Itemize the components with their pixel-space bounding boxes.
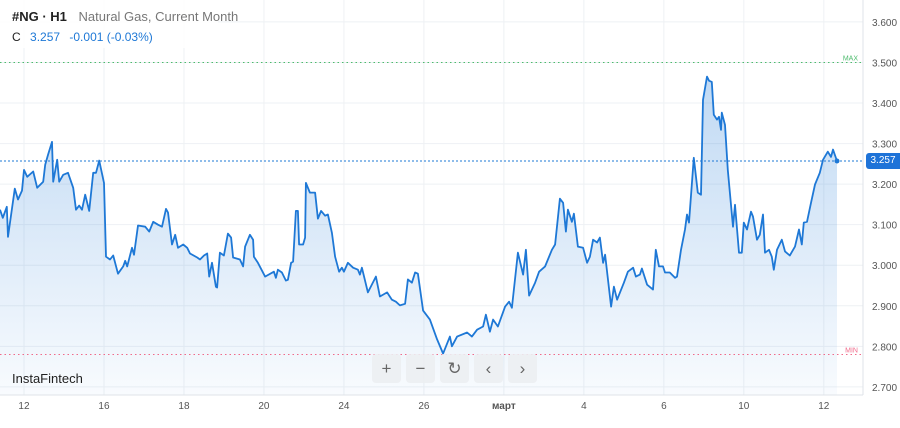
symbol-label: #NG · H1 <box>12 9 67 24</box>
price-line <box>0 75 838 355</box>
time-axis[interactable]: 12 16 18 20 24 26 март 4 6 10 12 <box>18 401 829 412</box>
price-tick-label: 3.500 <box>872 58 897 69</box>
price-area <box>0 76 838 395</box>
price-tick-label: 2.700 <box>872 383 897 394</box>
price-tick-label: 2.900 <box>872 302 897 313</box>
time-tick-label: 4 <box>581 401 587 412</box>
price-tick-label: 3.600 <box>872 18 897 29</box>
price-tick-label: 2.800 <box>872 342 897 353</box>
price-tick-label: 3.400 <box>872 99 897 110</box>
zoom-in-button[interactable]: + <box>372 354 401 383</box>
time-tick-label: 16 <box>98 401 110 412</box>
chart-header: #NG · H1 Natural Gas, Current Month C 3.… <box>0 0 238 48</box>
min-label: MIN <box>845 347 858 354</box>
plus-icon: + <box>381 358 392 378</box>
time-tick-label: 24 <box>338 401 350 412</box>
close-label: C <box>12 30 21 44</box>
time-tick-label: 12 <box>818 401 830 412</box>
scroll-right-button[interactable]: › <box>508 354 537 383</box>
max-label: MAX <box>843 55 859 62</box>
time-tick-label: 10 <box>738 401 750 412</box>
time-tick-label: 18 <box>178 401 190 412</box>
chevron-left-icon: ‹ <box>485 358 492 378</box>
price-tick-label: 3.100 <box>872 221 897 232</box>
last-price-dot <box>834 158 840 164</box>
minus-icon: − <box>415 358 426 378</box>
reset-button[interactable]: ↻ <box>440 354 469 383</box>
reset-icon: ↻ <box>447 358 462 378</box>
change-value: -0.001 (-0.03%) <box>69 30 153 44</box>
time-tick-label: 20 <box>258 401 270 412</box>
brand-logo: InstaFintech <box>12 371 83 386</box>
chart-controls: + − ↻ ‹ › <box>372 354 537 383</box>
last-price-badge: 3.257 <box>866 153 900 169</box>
price-axis[interactable]: 2.700 2.800 2.900 3.000 3.100 3.200 3.300 3.400… <box>872 18 897 394</box>
time-tick-label: 12 <box>18 401 30 412</box>
price-tick-label: 3.300 <box>872 140 897 151</box>
time-tick-label: 6 <box>661 401 667 412</box>
instrument-name: Natural Gas, Current Month <box>78 9 239 24</box>
price-tick-label: 3.200 <box>872 180 897 191</box>
zoom-out-button[interactable]: − <box>406 354 435 383</box>
price-tick-label: 3.000 <box>872 261 897 272</box>
time-tick-label: 26 <box>418 401 430 412</box>
scroll-left-button[interactable]: ‹ <box>474 354 503 383</box>
close-value: 3.257 <box>30 30 61 44</box>
time-tick-label: март <box>492 401 516 412</box>
chevron-right-icon: › <box>519 358 526 378</box>
